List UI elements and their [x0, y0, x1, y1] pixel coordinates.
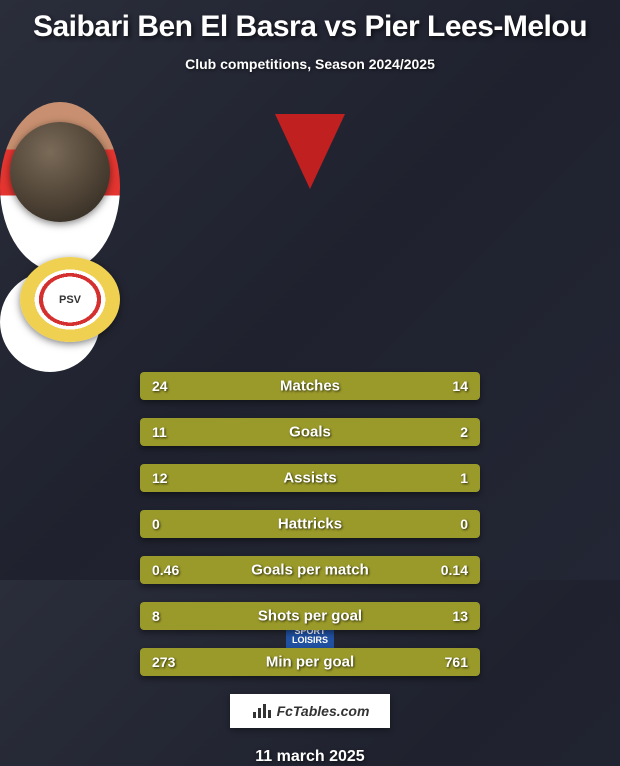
stat-value-left: 8 — [152, 608, 160, 624]
stat-row: 12 Assists 1 — [140, 464, 480, 492]
stat-value-left: 24 — [152, 378, 168, 394]
stat-label: Goals — [289, 424, 331, 441]
brand-badge[interactable]: FcTables.com — [230, 694, 390, 728]
comparison-subtitle: Club competitions, Season 2024/2025 — [0, 56, 620, 72]
player-photo-left — [10, 122, 110, 222]
brand-text: FcTables.com — [277, 703, 370, 719]
stat-label: Hattricks — [278, 516, 342, 533]
club-logo-left — [20, 257, 120, 342]
stat-row: 24 Matches 14 — [140, 372, 480, 400]
stat-row: 11 Goals 2 — [140, 418, 480, 446]
stat-value-right: 14 — [452, 378, 468, 394]
stat-value-right: 1 — [460, 470, 468, 486]
stat-row: 273 Min per goal 761 — [140, 648, 480, 676]
stat-value-right: 13 — [452, 608, 468, 624]
stat-value-right: 2 — [460, 424, 468, 440]
stat-value-left: 11 — [152, 424, 167, 440]
stat-value-left: 273 — [152, 654, 175, 670]
stat-value-right: 0.14 — [441, 562, 468, 578]
stat-row: 8 Shots per goal 13 — [140, 602, 480, 630]
stat-value-right: 761 — [445, 654, 468, 670]
stat-value-left: 0.46 — [152, 562, 179, 578]
chart-icon — [251, 702, 273, 720]
stat-label: Matches — [280, 378, 340, 395]
stat-row: 0 Hattricks 0 — [140, 510, 480, 538]
stat-label: Goals per match — [251, 562, 369, 579]
stat-value-right: 0 — [460, 516, 468, 532]
comparison-title: Saibari Ben El Basra vs Pier Lees-Melou — [0, 0, 620, 44]
stat-label: Assists — [283, 470, 336, 487]
snapshot-date: 11 march 2025 — [0, 748, 620, 766]
stat-label: Shots per goal — [258, 608, 362, 625]
stat-value-left: 0 — [152, 516, 160, 532]
stat-value-left: 12 — [152, 470, 168, 486]
stat-label: Min per goal — [266, 654, 354, 671]
comparison-content: 24Matches1411Goals212Assists10Hattricks0… — [0, 102, 620, 676]
